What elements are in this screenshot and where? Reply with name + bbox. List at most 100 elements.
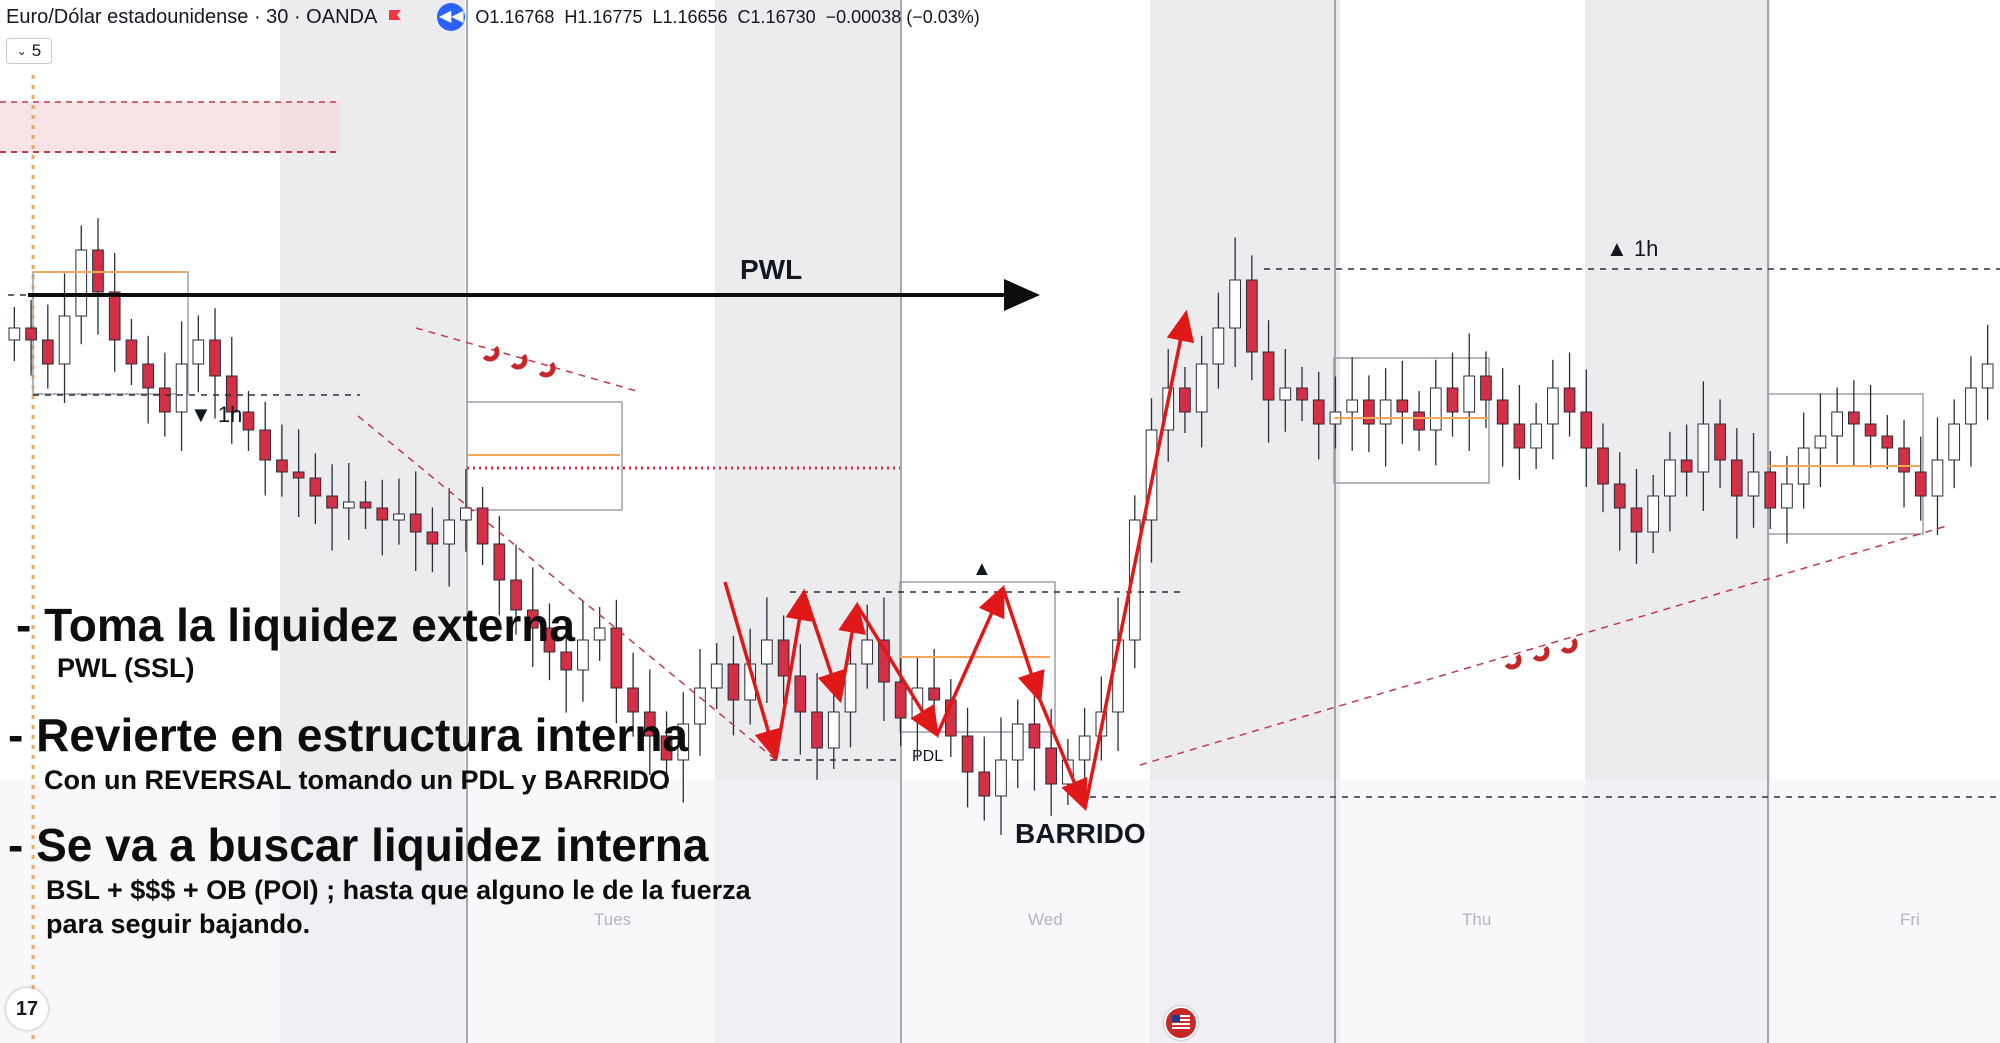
tf-1h-up-label: ▲ 1h <box>1606 236 1659 261</box>
flag-icon[interactable] <box>387 9 403 25</box>
candle-body <box>1848 411 1860 425</box>
candle-body <box>928 687 940 701</box>
us-flag-event-icon[interactable] <box>1164 1006 1198 1040</box>
candle-body <box>1346 399 1359 413</box>
candle-body <box>192 339 205 365</box>
replay-icon[interactable]: ◀◀ <box>437 3 466 31</box>
tf-1h-down-label: ▼ 1h <box>190 402 243 427</box>
annotation-line1-sub: PWL (SSL) <box>57 653 195 683</box>
candle-body <box>543 627 556 653</box>
candle-body <box>777 639 790 677</box>
candle-body <box>827 711 840 749</box>
zigzag-arrow <box>723 581 782 762</box>
magnet-icon <box>1560 637 1578 654</box>
candle-body <box>259 429 272 461</box>
range-box <box>1767 393 1924 535</box>
candle-body <box>1480 375 1492 401</box>
candle-body <box>443 519 456 545</box>
candle-body <box>1864 423 1877 437</box>
candle-body <box>476 507 489 545</box>
swing-high-marker: ▲ <box>972 558 992 580</box>
candle-body <box>811 711 823 749</box>
day-label-tues: Tues <box>594 910 632 929</box>
pwl-label: PWL <box>740 254 803 285</box>
candle-body <box>1730 459 1743 497</box>
zigzag-arrow <box>855 604 939 738</box>
candle-body <box>1563 387 1576 413</box>
candle-body <box>225 375 238 413</box>
candle-body <box>1647 495 1660 533</box>
annotation-line3-sub1: BSL + $$$ + OB (POI) ; hasta que alguno … <box>46 875 751 905</box>
candle-body <box>1664 459 1676 497</box>
candle-body <box>1513 423 1526 449</box>
candle-body <box>276 459 288 473</box>
magnet-icon <box>482 345 500 362</box>
candle-body <box>627 687 639 713</box>
zigzag-arrow <box>1001 587 1045 704</box>
magnet-icon <box>1532 645 1550 662</box>
candle-body <box>108 291 121 341</box>
candle-body <box>1881 435 1894 449</box>
candle-body <box>1965 387 1977 425</box>
candle-body <box>978 771 991 797</box>
day-separators <box>466 0 1769 1043</box>
candle-body <box>309 477 322 497</box>
day-label-thu: Thu <box>1462 910 1492 929</box>
annotation-line3: - Se va a buscar liquidez interna <box>8 819 709 871</box>
magnet-icon <box>510 353 528 370</box>
candle-body <box>1128 519 1141 641</box>
symbol-title[interactable]: Euro/Dólar estadounidense · 30 · OANDA <box>6 5 378 28</box>
bottom-fade <box>0 780 2000 1043</box>
candle-body <box>159 387 171 413</box>
chevron-down-icon: ⌄ <box>16 44 27 58</box>
candle-body <box>894 681 907 719</box>
candle-body <box>1078 735 1091 761</box>
ohlc-change: −0.00038 (−0.03%) <box>825 6 980 27</box>
candle-body <box>861 639 874 665</box>
annotation-line2: - Revierte en estructura interna <box>8 709 689 761</box>
candle-body <box>1530 423 1542 449</box>
candle-body <box>460 507 472 521</box>
candle-body <box>75 249 88 317</box>
candle-body <box>1898 447 1910 473</box>
candle-body <box>1948 423 1961 461</box>
magnet-icon <box>1504 653 1522 670</box>
candle-body <box>376 507 389 521</box>
candle-body <box>1179 387 1191 413</box>
annotation-line1: - Toma la liquidez externa <box>16 599 575 651</box>
candle-body <box>1312 399 1325 425</box>
zigzag-arrow <box>802 591 845 704</box>
candle-body <box>1630 507 1643 533</box>
candle-body <box>1363 399 1375 425</box>
day-label-wed: Wed <box>1028 910 1063 929</box>
candle-body <box>727 663 740 701</box>
candle-body <box>1764 471 1777 509</box>
candle-body <box>510 579 522 611</box>
candle-body <box>560 651 573 671</box>
candle-body <box>677 723 690 761</box>
candle-body <box>660 735 673 761</box>
candle-body <box>1546 387 1559 425</box>
candle-body <box>1446 387 1459 413</box>
candle-body <box>1781 483 1793 509</box>
candle-body <box>1496 399 1509 425</box>
candle-body <box>1429 387 1442 431</box>
candle-body <box>409 513 422 533</box>
candle-body <box>1714 423 1726 461</box>
zigzag-arrow <box>774 588 814 759</box>
barrido-label: BARRIDO <box>1015 818 1146 849</box>
candle-body <box>844 663 857 713</box>
ohlc-low: L1.16656 <box>652 6 728 27</box>
candle-body <box>326 495 338 509</box>
candle-body <box>1212 327 1225 365</box>
candle-body <box>1597 447 1609 485</box>
candle-body <box>125 339 138 365</box>
candle-body <box>1279 387 1292 401</box>
candle-body <box>426 531 439 545</box>
tradingview-logo[interactable]: 17 <box>6 988 48 1030</box>
indicator-count: 5 <box>31 41 42 60</box>
candle-body <box>1162 387 1175 431</box>
indicator-collapse-button[interactable]: ⌄ 5 <box>6 38 52 64</box>
